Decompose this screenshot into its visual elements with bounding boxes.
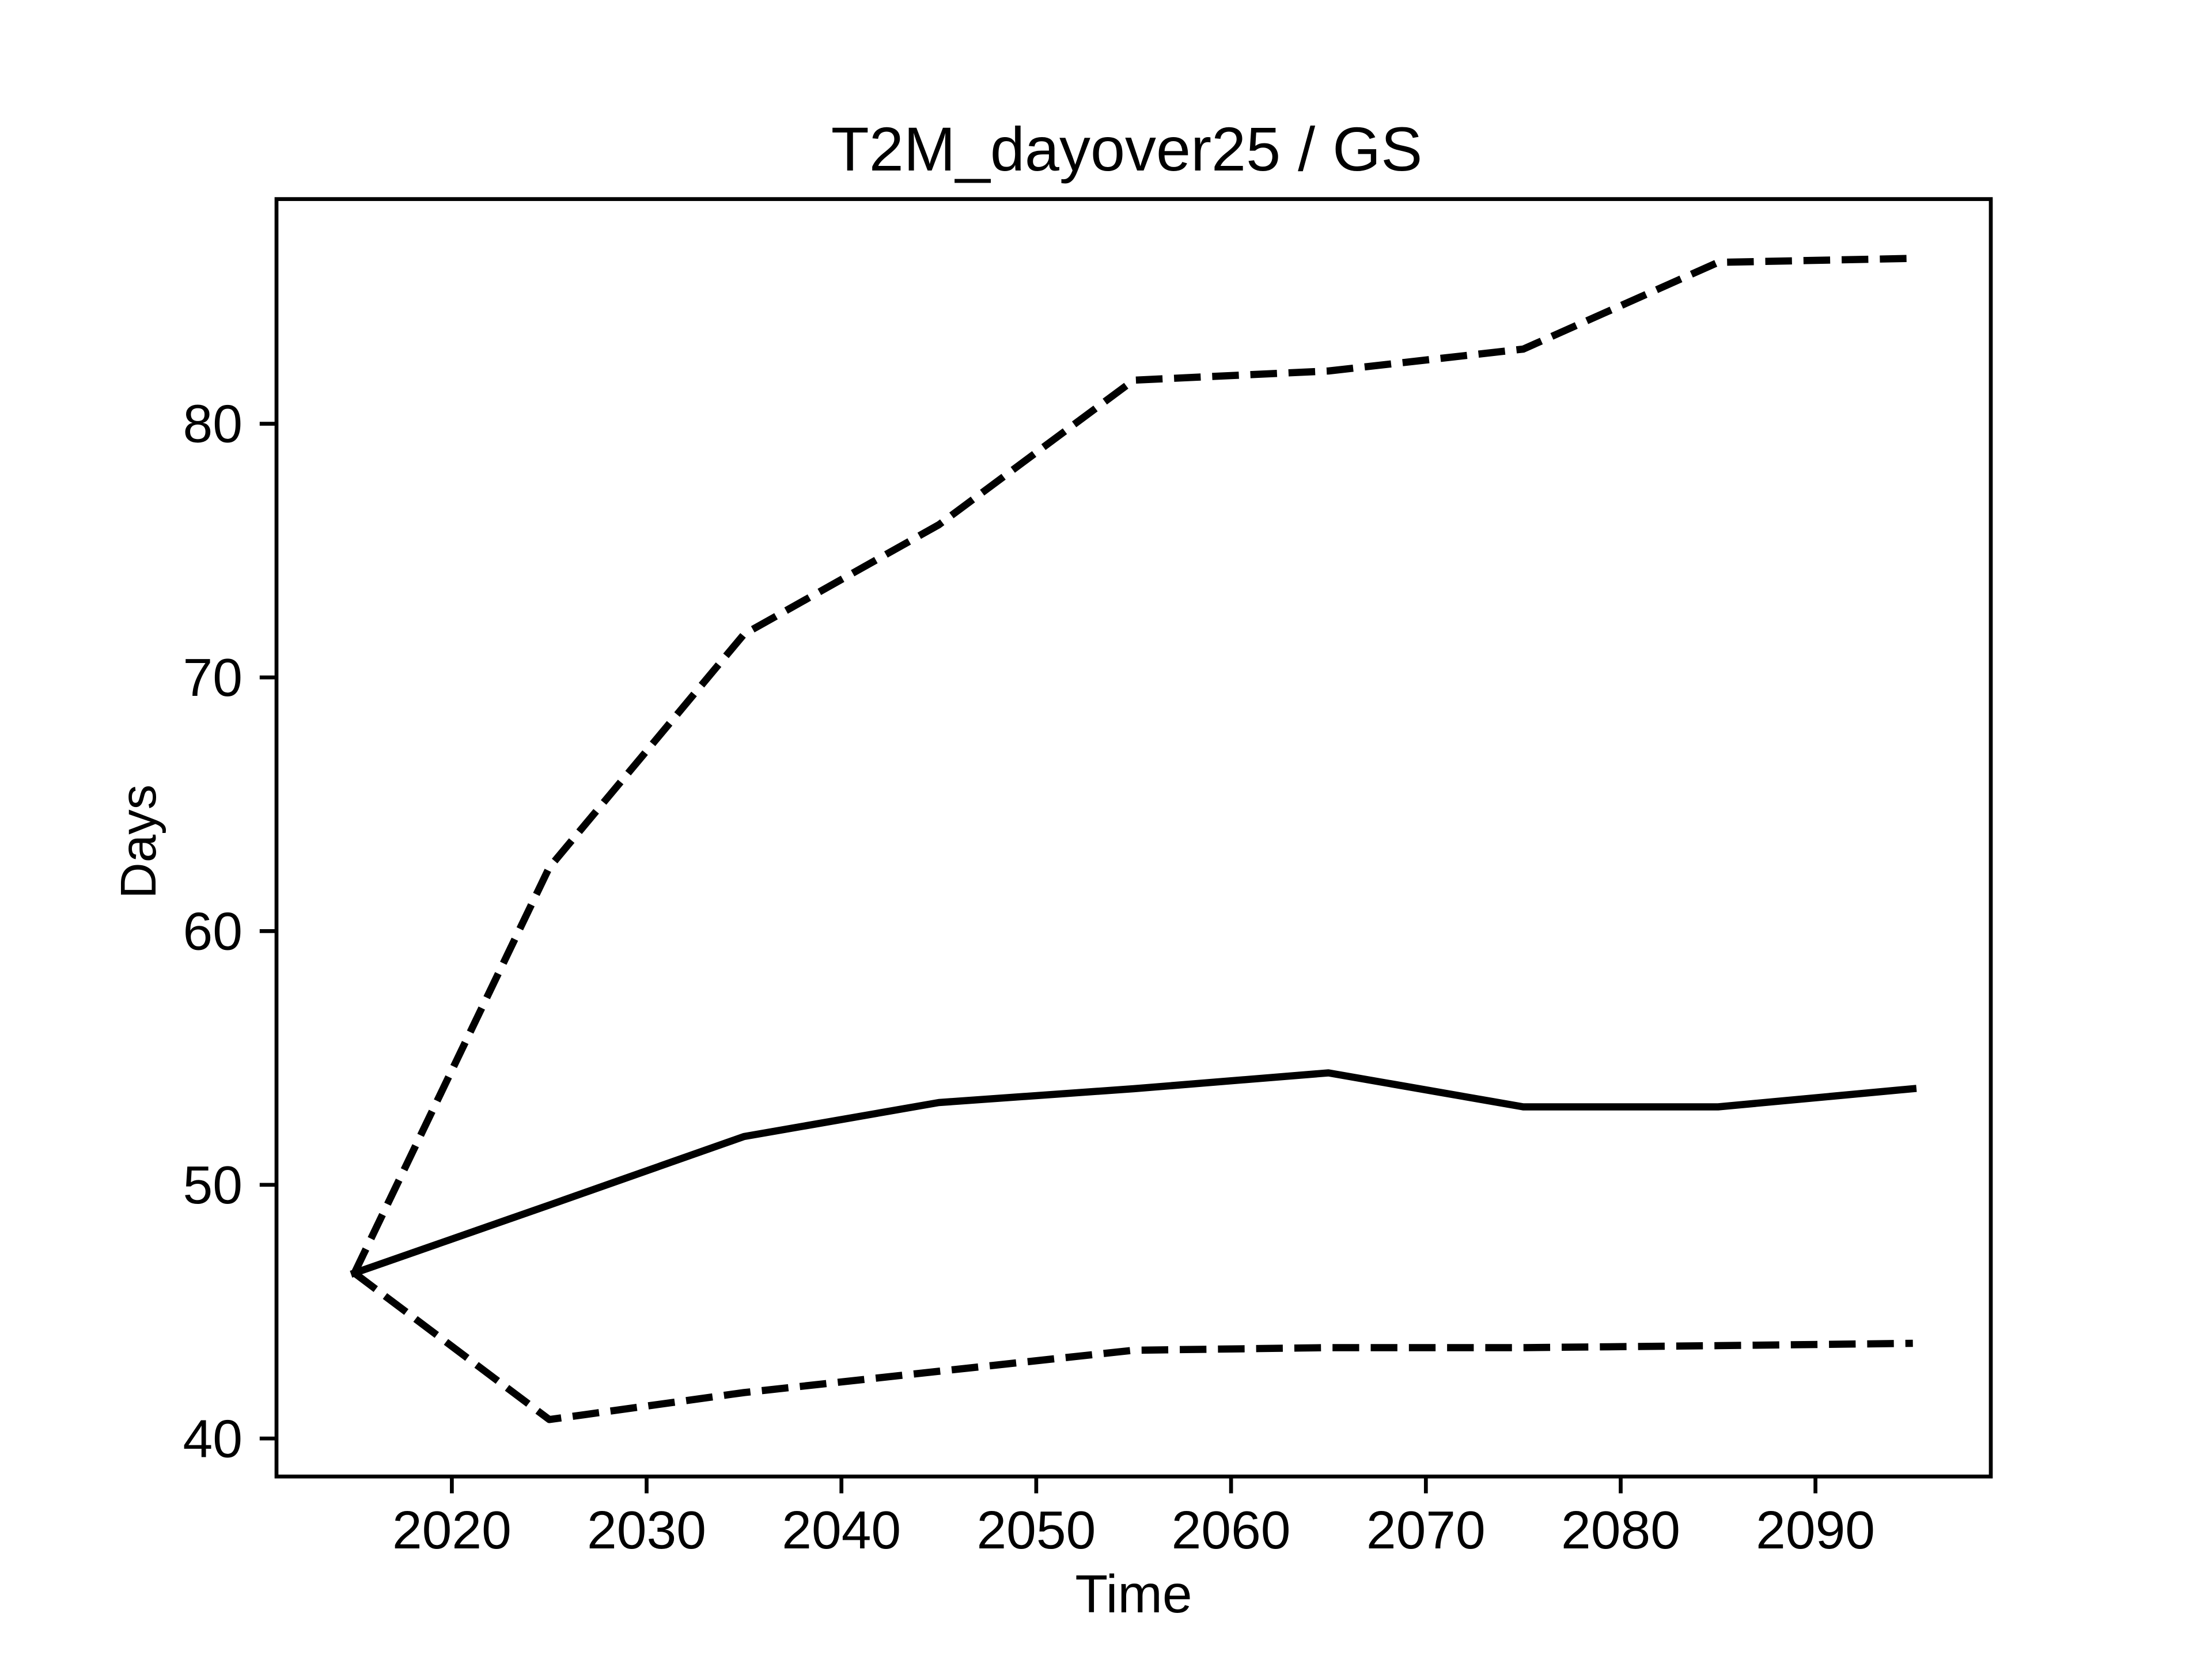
svg-text:40: 40 — [183, 1409, 243, 1469]
svg-text:Time: Time — [1075, 1564, 1192, 1624]
svg-text:2040: 2040 — [782, 1500, 901, 1560]
svg-text:2060: 2060 — [1172, 1500, 1291, 1560]
svg-text:2050: 2050 — [976, 1500, 1096, 1560]
svg-text:T2M_dayover25 / GS: T2M_dayover25 / GS — [831, 114, 1422, 184]
svg-text:70: 70 — [183, 647, 243, 707]
svg-text:2090: 2090 — [1756, 1500, 1875, 1560]
svg-text:2080: 2080 — [1561, 1500, 1680, 1560]
svg-text:2020: 2020 — [392, 1500, 512, 1560]
svg-text:60: 60 — [183, 902, 243, 961]
svg-text:2070: 2070 — [1366, 1500, 1486, 1560]
svg-text:Days: Days — [111, 785, 166, 899]
svg-text:80: 80 — [183, 394, 243, 454]
svg-text:2030: 2030 — [587, 1500, 706, 1560]
svg-text:50: 50 — [183, 1155, 243, 1215]
